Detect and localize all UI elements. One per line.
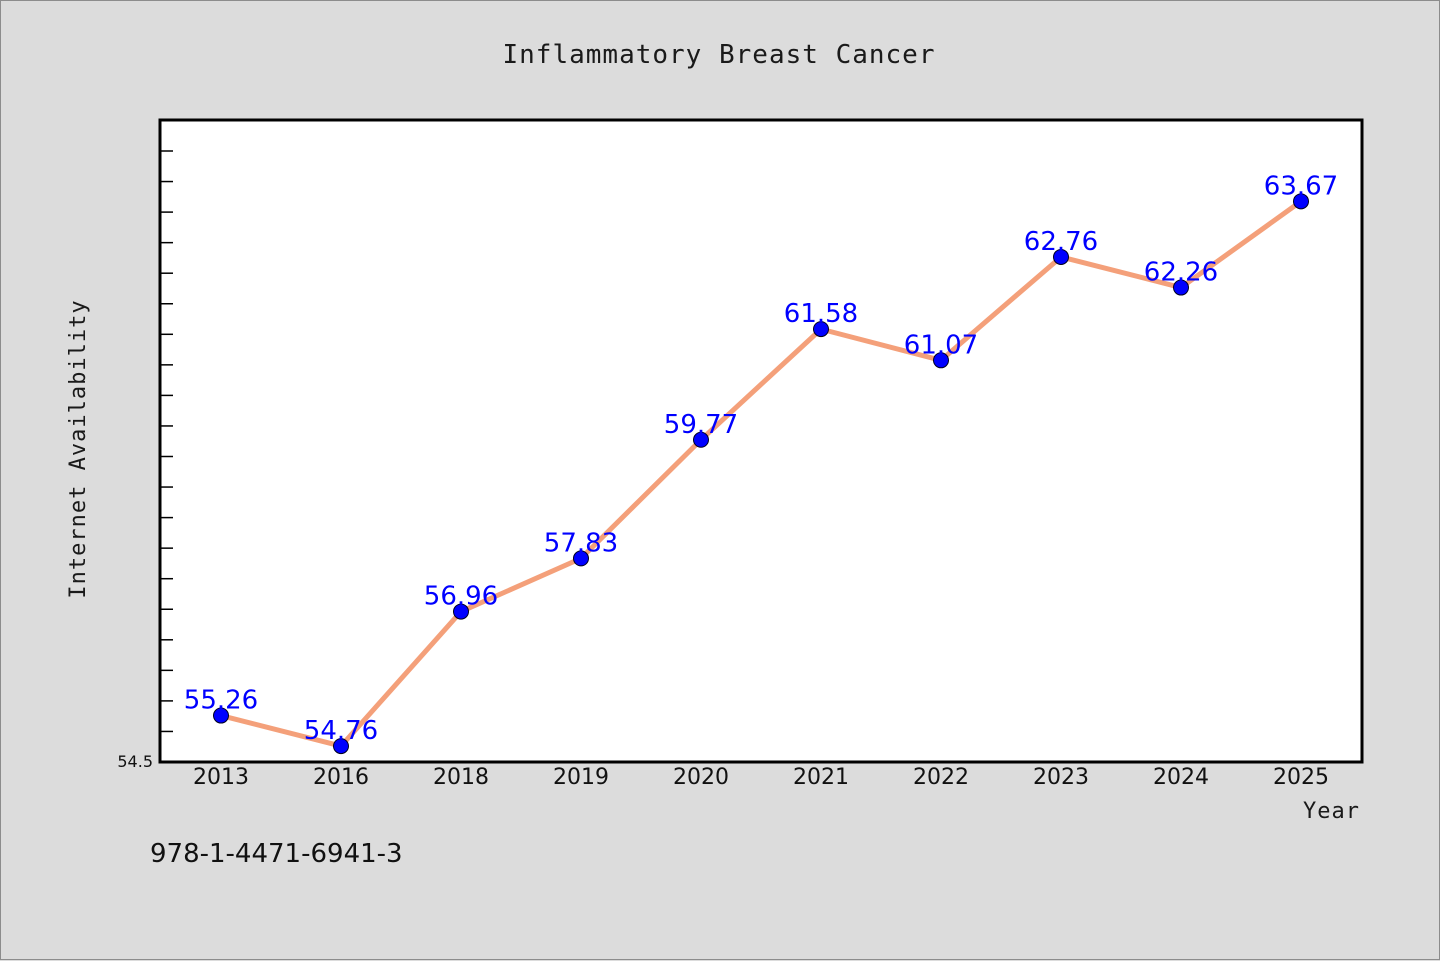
data-point-marker [813,321,829,338]
data-label: 63.67 [1264,171,1338,201]
data-label: 62.26 [1144,258,1218,288]
data-point-marker [933,352,949,369]
data-point-marker [1173,279,1189,296]
x-tick-label: 2018 [433,765,489,790]
x-tick-label: 2019 [553,765,609,790]
isbn-label: 978-1-4471-6941-3 [150,839,403,869]
series-line [218,198,1304,749]
plot-area [158,118,1364,764]
data-label: 59.77 [664,410,738,440]
x-axis-tick-labels: 2013 2016 2018 2019 2020 2021 2022 2023 2024 2025 [193,765,1329,790]
x-tick-label: 2016 [313,765,369,790]
data-label: 61.07 [904,330,978,360]
data-label: 57.83 [544,528,618,558]
data-point-marker [573,550,589,567]
x-tick-label: 2021 [793,765,849,790]
x-tick-label: 2020 [673,765,729,790]
y-axis-ticks [160,119,173,763]
y-axis-title: Internet Availability [66,299,91,598]
x-tick-label: 2013 [193,765,249,790]
data-point-marker [1293,193,1309,210]
data-label: 55.26 [184,686,258,716]
x-tick-label: 2025 [1273,765,1329,790]
x-axis-title: Year [1303,799,1360,824]
x-tick-label: 2024 [1153,765,1209,790]
data-label: 62.76 [1024,227,1098,257]
data-label: 54.76 [304,716,378,746]
data-label: 56.96 [424,582,498,612]
chart-title: Inflammatory Breast Cancer [503,40,936,70]
data-label: 61.58 [784,299,858,329]
data-markers [213,193,1309,755]
data-point-marker [453,603,469,620]
y-axis-min-label: 54.5 [117,752,153,771]
data-point-marker [333,738,349,755]
data-point-marker [213,707,229,724]
x-tick-label: 2023 [1033,765,1089,790]
x-tick-label: 2022 [913,765,969,790]
data-labels: 55.26 54.76 56.96 57.83 59.77 61.58 61.07 62.76… [184,171,1338,746]
data-point-marker [1053,248,1069,265]
data-point-marker [693,431,709,448]
